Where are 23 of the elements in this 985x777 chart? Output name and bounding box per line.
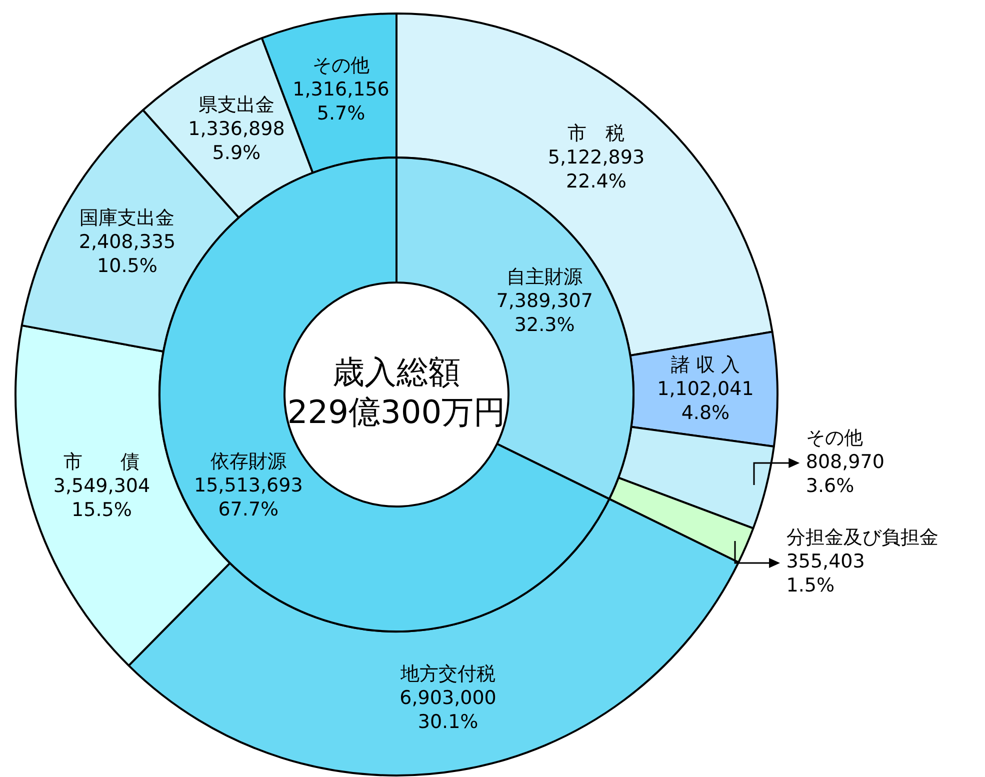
slice-label: その他	[806, 426, 863, 449]
slice-label: 依存財源	[210, 450, 286, 473]
data-label: 15,513,693 67.7%	[194, 474, 303, 521]
data-label: 6,903,000 30.1%	[400, 687, 496, 734]
data-label: 1,102,041 4.8%	[657, 378, 754, 424]
data-label: 2,408,335 10.5%	[78, 230, 176, 277]
slice-label: 自主財源	[506, 266, 583, 288]
data-label: 1,336,898 5.9%	[188, 118, 285, 164]
slice-label: 市 債	[64, 451, 140, 474]
data-label: 1,316,156 5.7%	[292, 78, 390, 124]
slice-label: 県支出金	[198, 94, 274, 116]
slice-label: 市 税	[568, 122, 625, 145]
slice-label: 地方交付税	[400, 663, 496, 686]
data-label: 3,549,304 15.5%	[53, 475, 150, 522]
slice-label: その他	[312, 54, 370, 76]
data-label: 5,122,893 22.4%	[548, 146, 645, 193]
data-label: 808,970 3.6%	[806, 450, 884, 497]
data-label: 7,389,307 32.3%	[496, 290, 593, 336]
data-label: 355,403 1.5%	[786, 550, 865, 597]
slice-label: 国庫支出金	[80, 206, 175, 229]
slice-label: 分担金及び負担金	[786, 526, 938, 549]
text: 歳入総額 229億300万円	[287, 352, 506, 431]
slice-label: 諸 収 入	[670, 354, 740, 376]
